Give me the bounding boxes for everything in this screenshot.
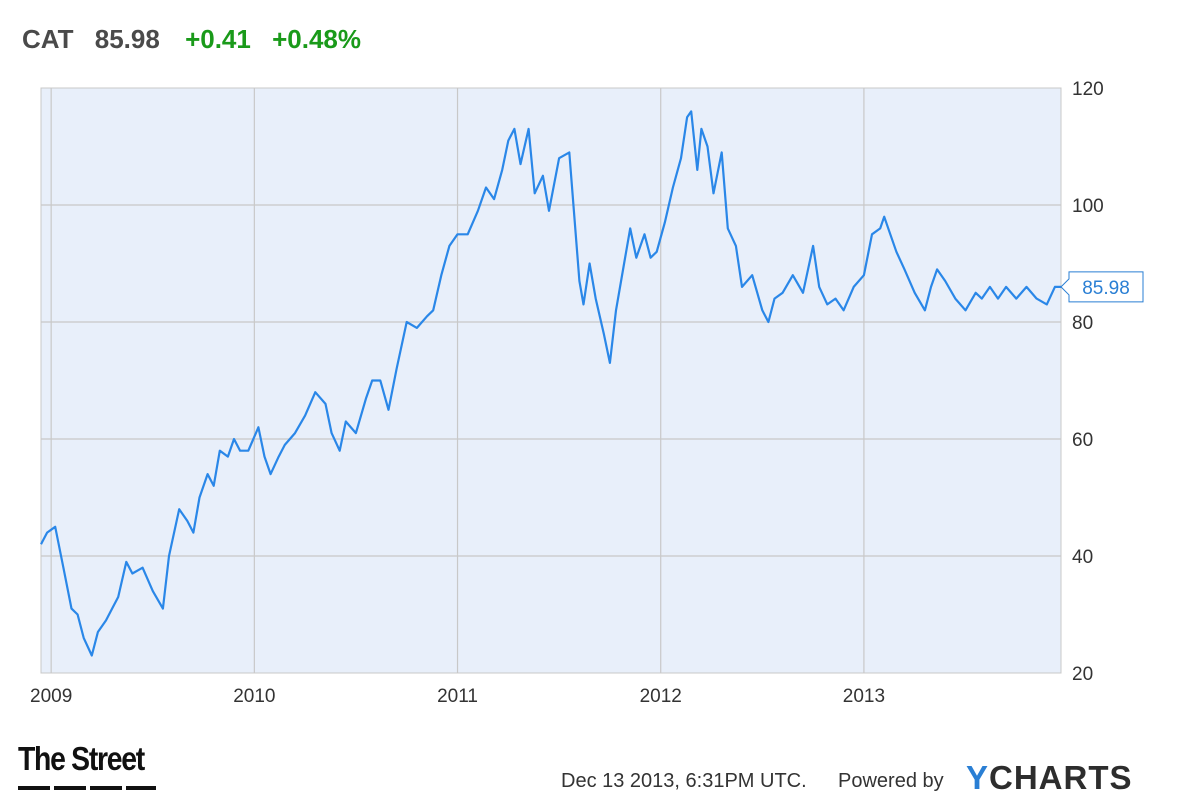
y-tick-label: 120 <box>1072 79 1104 100</box>
y-tick-label: 20 <box>1072 664 1093 685</box>
x-tick-label: 2009 <box>30 686 72 707</box>
y-tick-label: 100 <box>1072 196 1104 217</box>
x-tick-label: 2011 <box>437 686 478 707</box>
x-tick-label: 2013 <box>843 686 885 707</box>
plot-area <box>40 87 1062 674</box>
timestamp: Dec 13 2013, 6:31PM UTC. <box>561 770 807 792</box>
thestreet-logo-underline <box>18 786 156 790</box>
current-price: 85.98 <box>94 24 160 54</box>
ycharts-logo[interactable]: YCHARTS <box>966 761 1133 794</box>
ycharts-logo-y: Y <box>966 759 990 796</box>
last-value-label: 85.98 <box>1060 271 1144 303</box>
x-tick-label: 2012 <box>640 686 682 707</box>
chart-header: CAT 85.98 +0.41 +0.48% <box>22 24 361 55</box>
last-value-text: 85.98 <box>1082 278 1130 299</box>
y-tick-label: 60 <box>1072 430 1093 451</box>
x-tick-label: 2010 <box>233 686 275 707</box>
price-change-percent: +0.48% <box>272 24 361 54</box>
axis-ticks: 20 40 60 80 100 120 2009 2010 2011 2012 2013 <box>30 79 1104 707</box>
powered-by-label: Powered by <box>838 770 944 792</box>
y-tick-label: 80 <box>1072 313 1093 334</box>
price-line <box>40 110 1061 657</box>
ticker-symbol: CAT <box>22 24 74 54</box>
ycharts-logo-text: CHARTS <box>989 759 1133 796</box>
price-change: +0.41 <box>185 24 251 54</box>
grid-lines <box>41 88 1061 673</box>
thestreet-logo: The Street <box>18 740 145 777</box>
last-value-box <box>1060 271 1144 303</box>
y-tick-label: 40 <box>1072 547 1093 568</box>
